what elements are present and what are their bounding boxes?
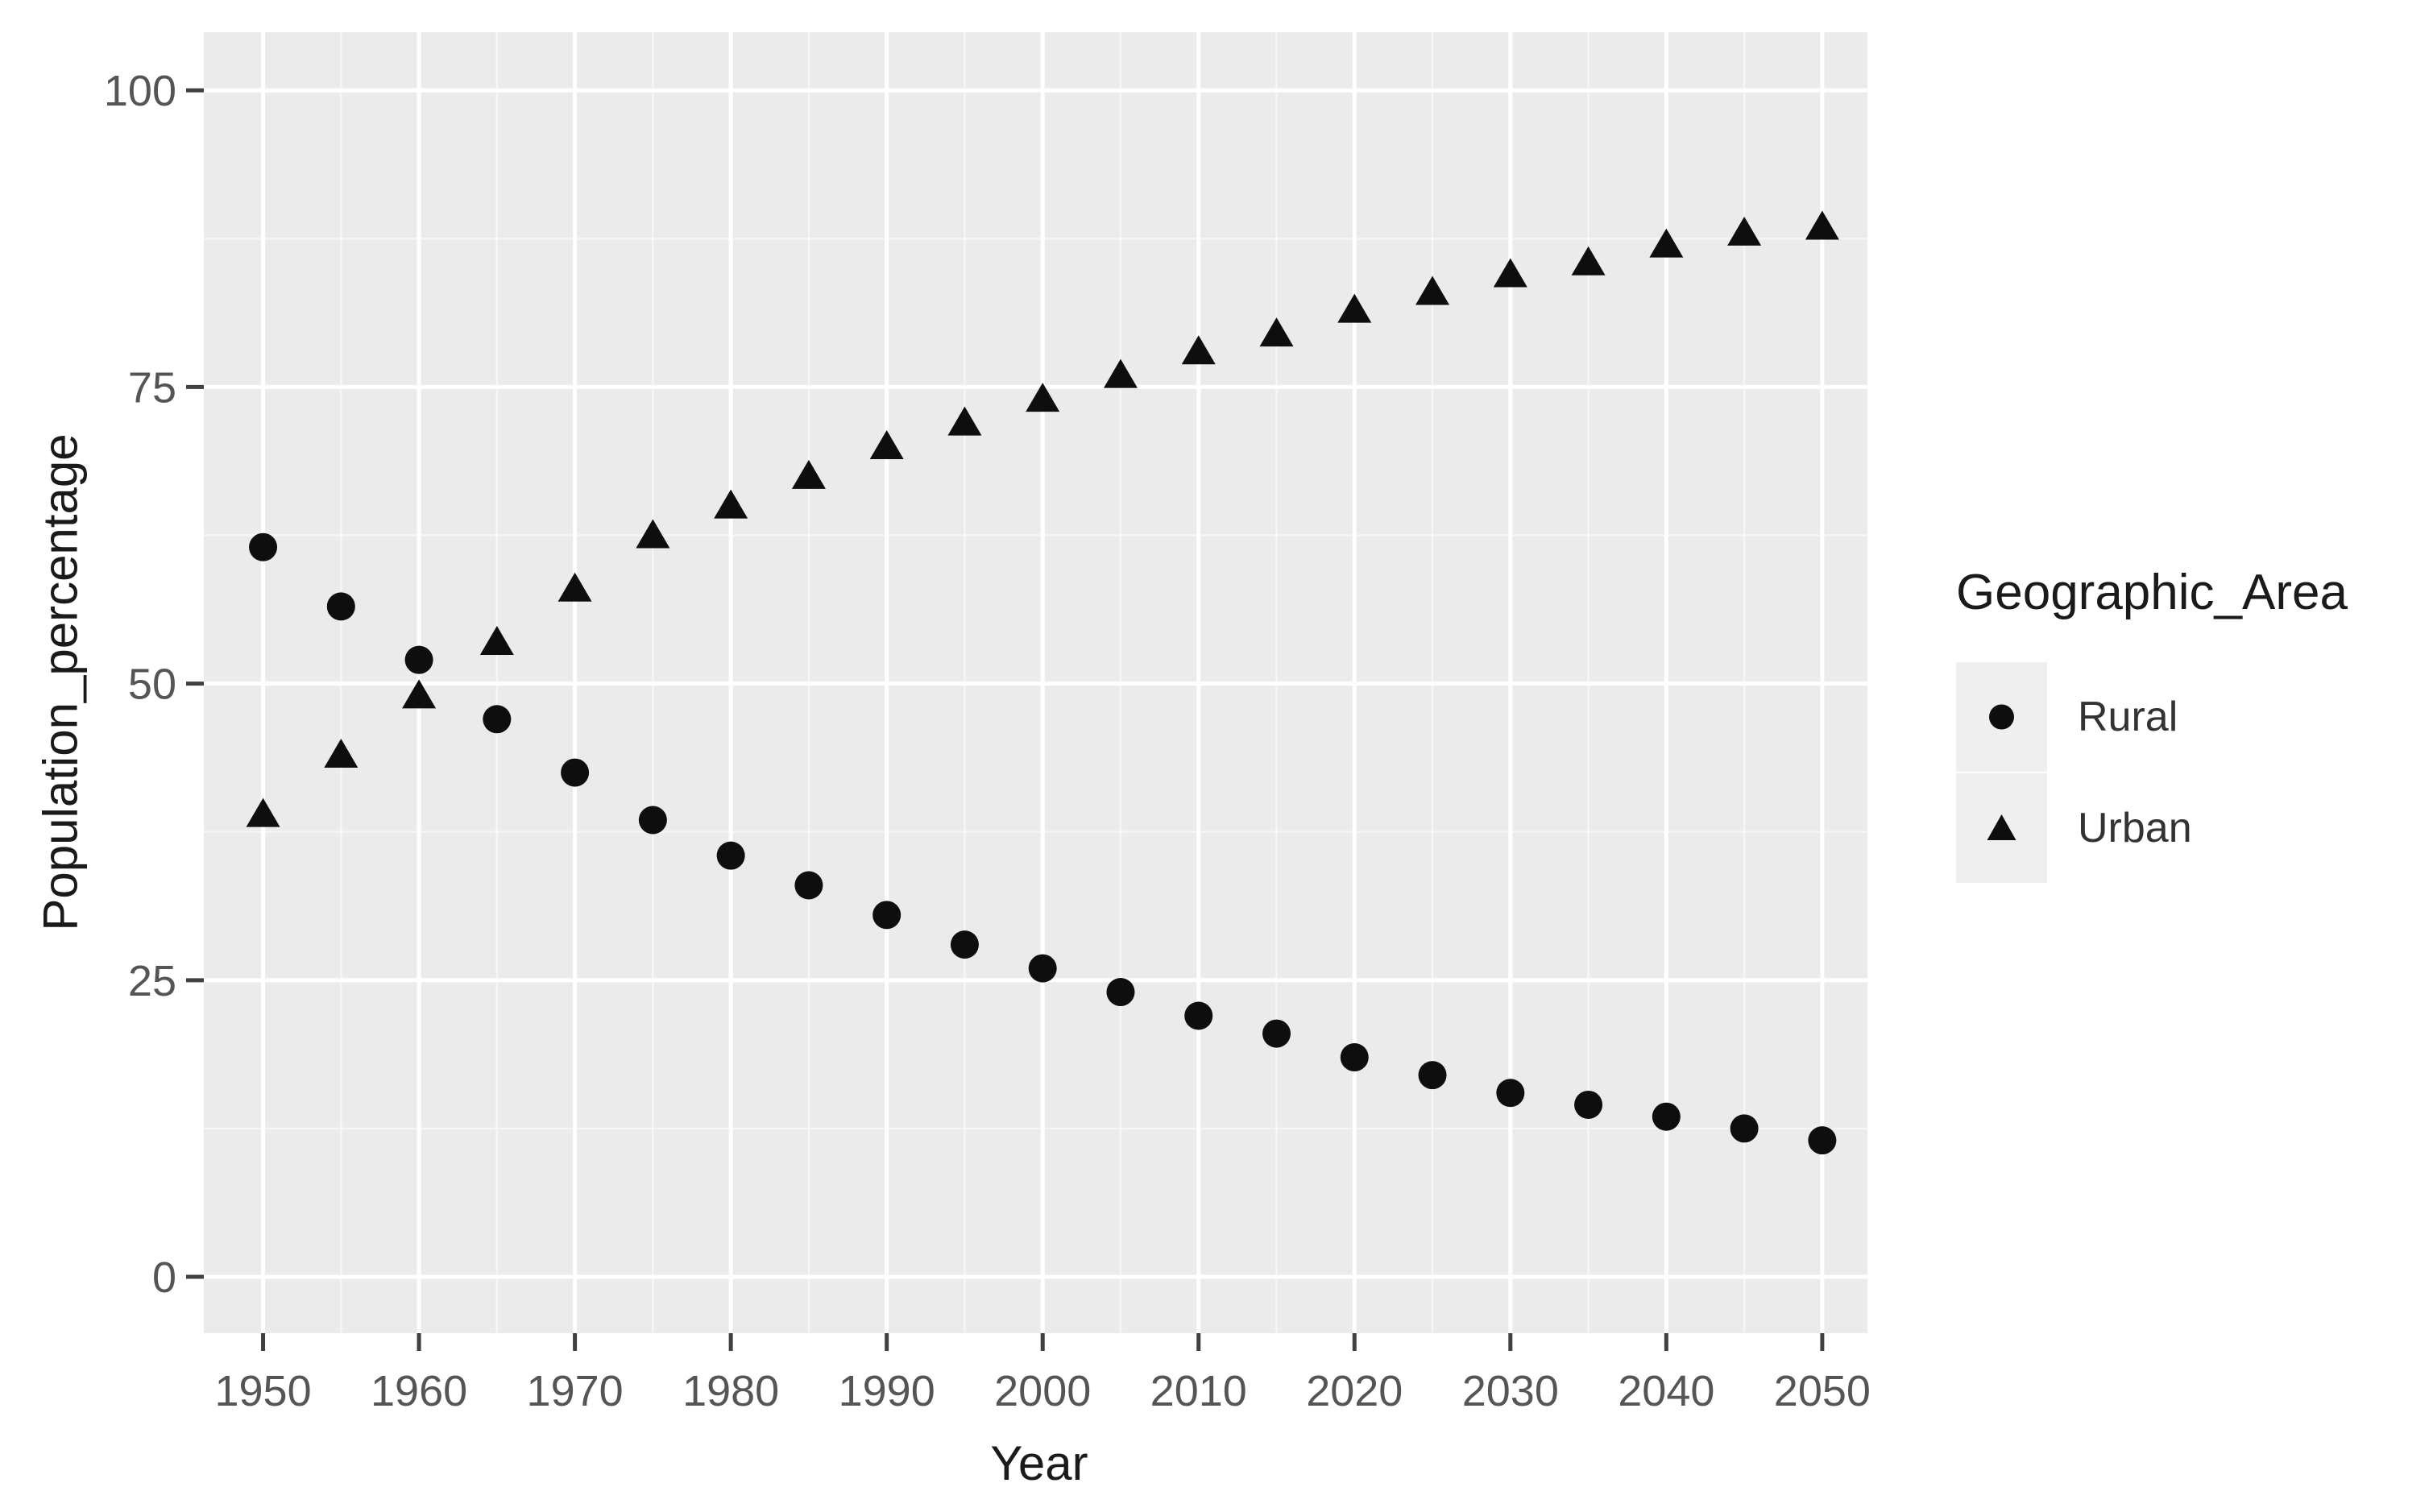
x-tick-label: 1960 — [371, 1367, 467, 1415]
data-point-urban — [1649, 228, 1684, 258]
data-point-urban — [324, 738, 359, 768]
legend-item-rural: Rural — [1956, 662, 2348, 772]
data-point-urban — [402, 679, 437, 709]
data-point-rural — [1106, 978, 1135, 1007]
data-point-rural — [1574, 1090, 1603, 1119]
y-tick-label: 100 — [104, 67, 176, 115]
data-point-rural — [1418, 1061, 1447, 1090]
data-point-rural — [483, 705, 512, 734]
triangle-marker-icon — [1987, 814, 2016, 840]
data-point-urban — [714, 489, 748, 519]
data-point-rural — [1808, 1126, 1837, 1155]
data-point-rural — [1730, 1114, 1759, 1143]
data-point-urban — [1805, 210, 1839, 240]
x-tick-label: 2000 — [994, 1367, 1091, 1415]
data-point-urban — [1493, 258, 1527, 288]
x-tick-label: 1980 — [682, 1367, 779, 1415]
data-point-rural — [561, 758, 590, 787]
x-tick-label: 1990 — [839, 1367, 935, 1415]
data-point-urban — [479, 626, 514, 656]
legend-key-urban — [1956, 773, 2047, 883]
data-point-rural — [249, 532, 278, 561]
y-tick-label: 75 — [128, 363, 176, 412]
x-tick-label: 2040 — [1618, 1367, 1714, 1415]
x-axis-title: Year — [990, 1436, 1088, 1490]
legend: Geographic_Area Rural Urban — [1956, 562, 2348, 884]
data-point-rural — [872, 901, 901, 930]
x-tick-label: 2010 — [1150, 1367, 1247, 1415]
data-point-rural — [794, 871, 823, 900]
data-point-urban — [791, 459, 826, 489]
x-tick-label: 2050 — [1774, 1367, 1871, 1415]
y-tick-label: 0 — [152, 1253, 176, 1302]
y-axis-title: Population_percentage — [33, 433, 88, 931]
data-point-urban — [947, 406, 982, 436]
legend-key-rural — [1956, 662, 2047, 772]
data-point-urban — [557, 572, 592, 602]
data-point-urban — [869, 430, 904, 460]
legend-label-urban: Urban — [2078, 805, 2192, 851]
data-point-rural — [950, 930, 979, 959]
y-tick-label: 50 — [128, 661, 176, 709]
x-tick-label: 2020 — [1306, 1367, 1403, 1415]
data-point-rural — [1028, 954, 1057, 983]
x-tick-label: 1950 — [214, 1367, 311, 1415]
legend-item-urban: Urban — [1956, 773, 2348, 883]
data-point-rural — [1262, 1019, 1291, 1048]
data-point-urban — [1026, 383, 1060, 412]
data-point-urban — [1259, 317, 1294, 347]
data-point-urban — [1181, 335, 1216, 365]
data-point-urban — [1337, 293, 1372, 323]
data-point-rural — [1340, 1043, 1369, 1072]
data-point-urban — [636, 519, 670, 549]
data-point-urban — [1103, 358, 1138, 388]
legend-title: Geographic_Area — [1956, 565, 2348, 620]
data-point-urban — [246, 797, 280, 827]
data-point-rural — [1652, 1102, 1681, 1131]
data-point-rural — [1184, 1001, 1213, 1030]
data-point-rural — [326, 592, 355, 621]
data-point-rural — [716, 841, 745, 870]
data-point-urban — [1571, 246, 1606, 275]
data-point-urban — [1727, 216, 1762, 246]
circle-marker-icon — [1989, 704, 2014, 730]
data-point-rural — [638, 806, 667, 835]
data-point-rural — [404, 645, 433, 674]
legend-label-rural: Rural — [2078, 694, 2178, 740]
data-point-rural — [1496, 1079, 1525, 1108]
data-point-urban — [1415, 275, 1450, 305]
x-tick-label: 1970 — [527, 1367, 624, 1415]
y-tick-label: 25 — [128, 957, 176, 1005]
x-tick-label: 2030 — [1462, 1367, 1559, 1415]
